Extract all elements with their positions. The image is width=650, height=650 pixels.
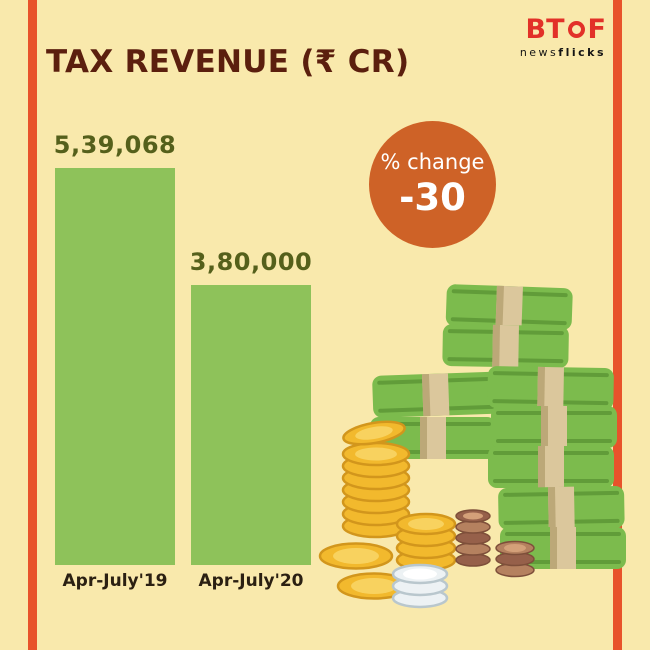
silver-coin-stack	[391, 563, 449, 609]
axis-label-2019: Apr-July'19	[62, 571, 168, 591]
logo-text-f: F	[587, 14, 606, 45]
bar-2019	[55, 168, 175, 565]
logo-tagline-flicks: flicks	[558, 46, 606, 59]
percent-change-value: -30	[399, 176, 466, 219]
bar-value-2020: 3,80,000	[189, 248, 313, 276]
bar-value-2019: 5,39,068	[53, 131, 177, 159]
axis-label-2020: Apr-July'20	[198, 571, 304, 591]
left-accent-bar	[28, 0, 37, 650]
gold-coin-stack-medium	[395, 512, 457, 572]
percent-change-label: % change	[380, 150, 485, 174]
bar-group-2020: 3,80,000	[189, 248, 313, 565]
logo-text-bt: BT	[525, 14, 565, 45]
money-illustration	[318, 284, 626, 609]
bar-chart: 5,39,068 3,80,000	[53, 100, 313, 565]
bar-group-2019: 5,39,068	[53, 131, 177, 565]
bronze-coin-stack-2	[495, 540, 535, 578]
right-accent-bar	[613, 0, 622, 650]
logo-tagline-news: news	[519, 46, 559, 59]
logo-mark: BT F	[520, 16, 606, 43]
newsflicks-logo: BT F newsflicks	[520, 16, 606, 59]
bar-2020	[191, 285, 311, 565]
page-title: TAX REVENUE (₹ CR)	[46, 44, 410, 80]
logo-tagline: newsflicks	[520, 46, 606, 59]
bronze-coin-stack-1	[455, 509, 491, 567]
gold-coin-stack-tall	[341, 420, 411, 539]
logo-globe-icon	[567, 21, 585, 38]
gold-coins-large	[318, 542, 412, 600]
percent-change-badge: % change -30	[369, 121, 496, 248]
